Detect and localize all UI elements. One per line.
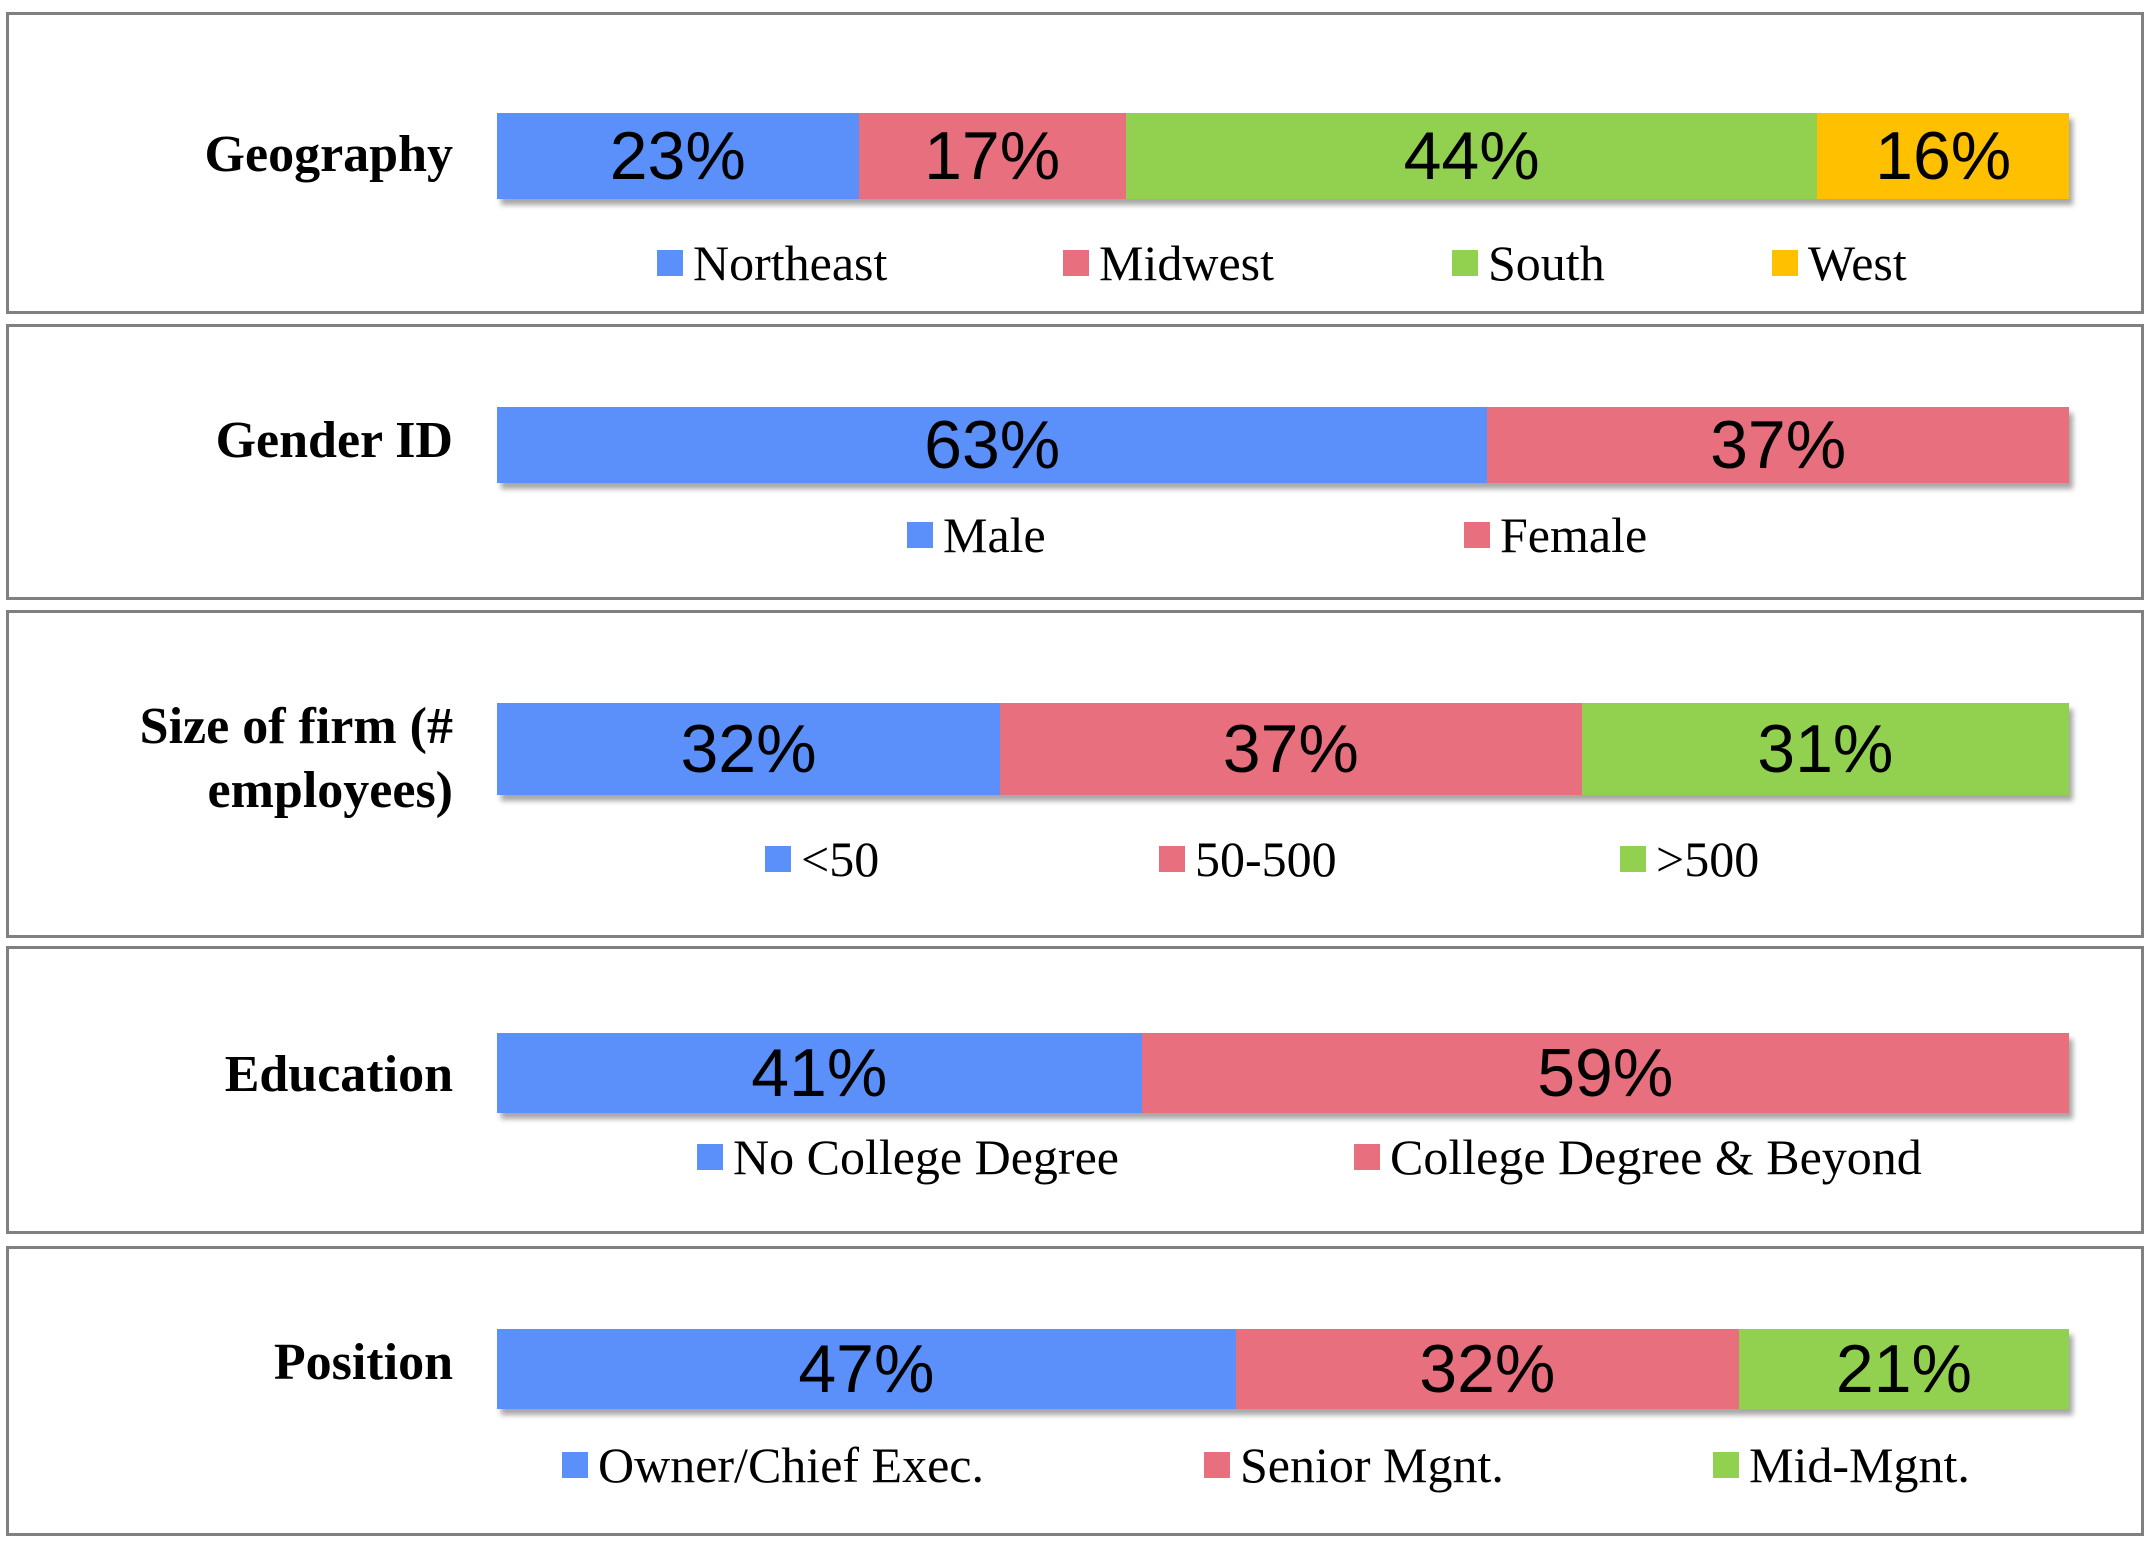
data-label: 31%: [1757, 711, 1894, 787]
bar-segment: 23%: [497, 113, 859, 199]
data-label: 47%: [798, 1331, 935, 1407]
data-label: 16%: [1875, 118, 2012, 194]
legend-swatch: [1464, 522, 1490, 548]
bar-segment: 47%: [497, 1329, 1236, 1409]
legend-swatch: [1620, 846, 1646, 872]
legend-label: Mid-Mgnt.: [1749, 1437, 1970, 1493]
legend: Male Female: [497, 505, 2069, 565]
legend-item: >500: [1620, 829, 1759, 889]
legend-item: No College Degree: [697, 1127, 1119, 1187]
data-label: 41%: [751, 1035, 888, 1111]
data-label: 59%: [1537, 1035, 1674, 1111]
legend-item: Northeast: [657, 233, 887, 293]
bar-segment: 59%: [1141, 1033, 2069, 1113]
legend-swatch: [1713, 1452, 1739, 1478]
data-label: 44%: [1403, 118, 1540, 194]
bar-segment: 32%: [497, 703, 1001, 795]
bar-segment: 31%: [1581, 703, 2069, 795]
stacked-bar: 32% 37% 31%: [497, 703, 2069, 795]
stacked-bar: 47% 32% 21%: [497, 1329, 2069, 1409]
legend-item: Male: [907, 505, 1046, 565]
stacked-bar: 63% 37%: [497, 407, 2069, 483]
legend-label: Owner/Chief Exec.: [598, 1437, 984, 1493]
legend-swatch: [1772, 250, 1798, 276]
stacked-bar: 41% 59%: [497, 1033, 2069, 1113]
legend-label: Female: [1500, 507, 1648, 563]
legend-label: South: [1488, 235, 1605, 291]
bar-segment: 21%: [1738, 1329, 2069, 1409]
legend-swatch: [1354, 1144, 1380, 1170]
legend-label: No College Degree: [733, 1129, 1119, 1185]
legend-item: College Degree & Beyond: [1354, 1127, 1922, 1187]
bar-segment: 63%: [497, 407, 1488, 483]
legend: Northeast Midwest South West: [497, 233, 2069, 293]
data-label: 37%: [1222, 711, 1359, 787]
data-label: 32%: [1419, 1331, 1556, 1407]
legend-swatch: [1452, 250, 1478, 276]
data-label: 37%: [1710, 407, 1847, 483]
legend-label: Male: [943, 507, 1046, 563]
data-label: 32%: [680, 711, 817, 787]
bar-segment: 41%: [497, 1033, 1142, 1113]
legend-swatch: [697, 1144, 723, 1170]
legend-label: 50-500: [1195, 831, 1337, 887]
chart-panel: Education 41% 59% No College Degree College …: [6, 946, 2144, 1234]
category-label: Position: [273, 1334, 453, 1391]
legend-item: Mid-Mgnt.: [1713, 1435, 1970, 1495]
legend-label: College Degree & Beyond: [1390, 1129, 1922, 1185]
legend-item: South: [1452, 233, 1605, 293]
legend-label: Midwest: [1099, 235, 1274, 291]
legend-label: West: [1808, 235, 1907, 291]
chart-panel: Gender ID 63% 37% Male Female: [6, 324, 2144, 600]
legend-item: West: [1772, 233, 1907, 293]
legend-swatch: [1063, 250, 1089, 276]
legend-swatch: [907, 522, 933, 548]
data-label: 21%: [1835, 1331, 1972, 1407]
bar-segment: 17%: [858, 113, 1126, 199]
legend-label: >500: [1656, 831, 1760, 887]
chart-panel: Position 47% 32% 21% Owner/Chief Exec. Senior…: [6, 1246, 2144, 1536]
category-label: Size of firm (# employees): [139, 698, 453, 819]
chart-panel: Geography 23% 17% 44% 16% Northeast Midwest Sou…: [6, 12, 2144, 314]
legend-label: Northeast: [693, 235, 888, 291]
legend-swatch: [1159, 846, 1185, 872]
legend-item: Senior Mgnt.: [1204, 1435, 1504, 1495]
legend-item: Midwest: [1063, 233, 1274, 293]
legend: <50 50-500 >500: [497, 829, 2069, 889]
bar-segment: 37%: [1000, 703, 1582, 795]
chart-panel: Size of firm (# employees) 32% 37% 31% <50 50…: [6, 610, 2144, 938]
bar-segment: 44%: [1125, 113, 1818, 199]
legend-item: Owner/Chief Exec.: [562, 1435, 984, 1495]
data-label: 63%: [924, 407, 1061, 483]
legend-swatch: [765, 846, 791, 872]
legend-item: 50-500: [1159, 829, 1337, 889]
legend-item: <50: [765, 829, 879, 889]
legend: Owner/Chief Exec. Senior Mgnt. Mid-Mgnt.: [497, 1435, 2069, 1495]
data-label: 17%: [924, 118, 1061, 194]
bar-segment: 37%: [1487, 407, 2069, 483]
stacked-bar: 23% 17% 44% 16%: [497, 113, 2069, 199]
category-label: Gender ID: [215, 412, 453, 469]
legend-label: <50: [801, 831, 880, 887]
legend-item: Female: [1464, 505, 1647, 565]
legend: No College Degree College Degree & Beyond: [497, 1127, 2069, 1187]
bar-segment: 32%: [1235, 1329, 1739, 1409]
category-label: Education: [224, 1046, 453, 1103]
legend-swatch: [657, 250, 683, 276]
legend-swatch: [562, 1452, 588, 1478]
legend-swatch: [1204, 1452, 1230, 1478]
bar-segment: 16%: [1817, 113, 2069, 199]
legend-label: Senior Mgnt.: [1240, 1437, 1504, 1493]
data-label: 23%: [609, 118, 746, 194]
category-label: Geography: [204, 126, 453, 183]
